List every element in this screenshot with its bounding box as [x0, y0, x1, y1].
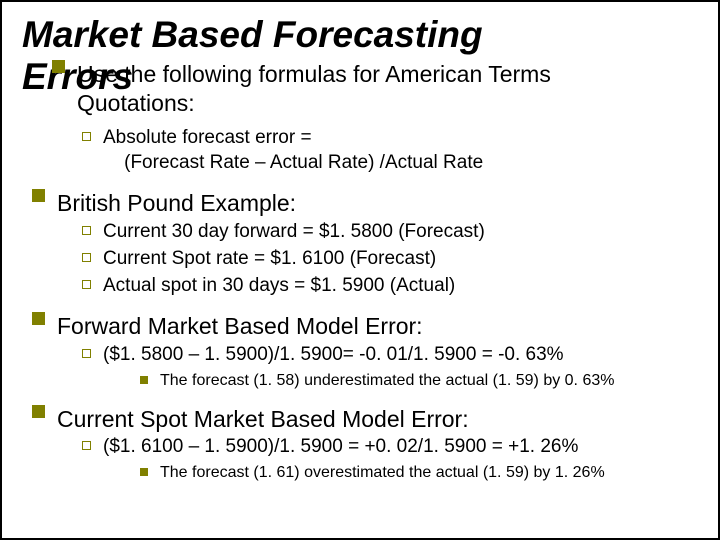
- item-text: The forecast (1. 58) underestimated the …: [160, 371, 614, 391]
- text-line: Use the following formulas for American …: [77, 61, 551, 87]
- heading-text: Current Spot Market Based Model Error:: [57, 405, 469, 434]
- slide-title-main: Market Based Forecasting: [22, 14, 483, 57]
- section-3-subitems: The forecast (1. 58) underestimated the …: [140, 371, 698, 391]
- list-item: The forecast (1. 58) underestimated the …: [140, 371, 698, 391]
- section-1-items: Absolute forecast error = (Forecast Rate…: [82, 126, 698, 175]
- list-item: The forecast (1. 61) overestimated the a…: [140, 463, 698, 483]
- list-item: Actual spot in 30 days = $1. 5900 (Actua…: [82, 274, 698, 299]
- section-1-heading: Use the following formulas for American …: [52, 60, 551, 118]
- section-3: Forward Market Based Model Error:: [32, 312, 698, 341]
- square-outline-bullet-icon: [82, 349, 91, 358]
- section-4-items: ($1. 6100 – 1. 5900)/1. 5900 = +0. 02/1.…: [82, 435, 698, 460]
- text-line: (Forecast Rate – Actual Rate) /Actual Ra…: [103, 152, 483, 173]
- square-outline-bullet-icon: [82, 253, 91, 262]
- text-line: Absolute forecast error =: [103, 127, 312, 148]
- list-item: Absolute forecast error = (Forecast Rate…: [82, 126, 698, 175]
- item-text: Current 30 day forward = $1. 5800 (Forec…: [103, 220, 485, 245]
- title-block: Market Based Forecasting Errors Use the …: [22, 14, 698, 114]
- slide: Market Based Forecasting Errors Use the …: [0, 0, 720, 540]
- item-text: ($1. 5800 – 1. 5900)/1. 5900= -0. 01/1. …: [103, 343, 564, 368]
- square-outline-bullet-icon: [82, 441, 91, 450]
- section-4: Current Spot Market Based Model Error:: [32, 405, 698, 434]
- section-4-subitems: The forecast (1. 61) overestimated the a…: [140, 463, 698, 483]
- text-line: Quotations:: [77, 90, 195, 116]
- square-outline-bullet-icon: [82, 226, 91, 235]
- section-2-items: Current 30 day forward = $1. 5800 (Forec…: [82, 220, 698, 298]
- section-3-items: ($1. 5800 – 1. 5900)/1. 5900= -0. 01/1. …: [82, 343, 698, 368]
- list-item: Current 30 day forward = $1. 5800 (Forec…: [82, 220, 698, 245]
- heading-text: Forward Market Based Model Error:: [57, 312, 423, 341]
- item-text: Actual spot in 30 days = $1. 5900 (Actua…: [103, 274, 455, 299]
- section-2-heading: British Pound Example:: [32, 189, 698, 218]
- square-bullet-icon: [32, 189, 45, 202]
- square-small-bullet-icon: [140, 468, 148, 476]
- list-item: ($1. 5800 – 1. 5900)/1. 5900= -0. 01/1. …: [82, 343, 698, 368]
- item-text: Current Spot rate = $1. 6100 (Forecast): [103, 247, 436, 272]
- square-small-bullet-icon: [140, 376, 148, 384]
- square-bullet-icon: [32, 405, 45, 418]
- item-text: The forecast (1. 61) overestimated the a…: [160, 463, 605, 483]
- square-bullet-icon: [32, 312, 45, 325]
- heading-text: British Pound Example:: [57, 189, 296, 218]
- section-1-heading-text: Use the following formulas for American …: [77, 60, 551, 118]
- square-outline-bullet-icon: [82, 132, 91, 141]
- square-outline-bullet-icon: [82, 280, 91, 289]
- list-item: ($1. 6100 – 1. 5900)/1. 5900 = +0. 02/1.…: [82, 435, 698, 460]
- item-text: ($1. 6100 – 1. 5900)/1. 5900 = +0. 02/1.…: [103, 435, 578, 460]
- section-4-heading: Current Spot Market Based Model Error:: [32, 405, 698, 434]
- item-text: Absolute forecast error = (Forecast Rate…: [103, 126, 483, 175]
- square-bullet-icon: [52, 60, 65, 73]
- section-2: British Pound Example:: [32, 189, 698, 218]
- list-item: Current Spot rate = $1. 6100 (Forecast): [82, 247, 698, 272]
- section-3-heading: Forward Market Based Model Error:: [32, 312, 698, 341]
